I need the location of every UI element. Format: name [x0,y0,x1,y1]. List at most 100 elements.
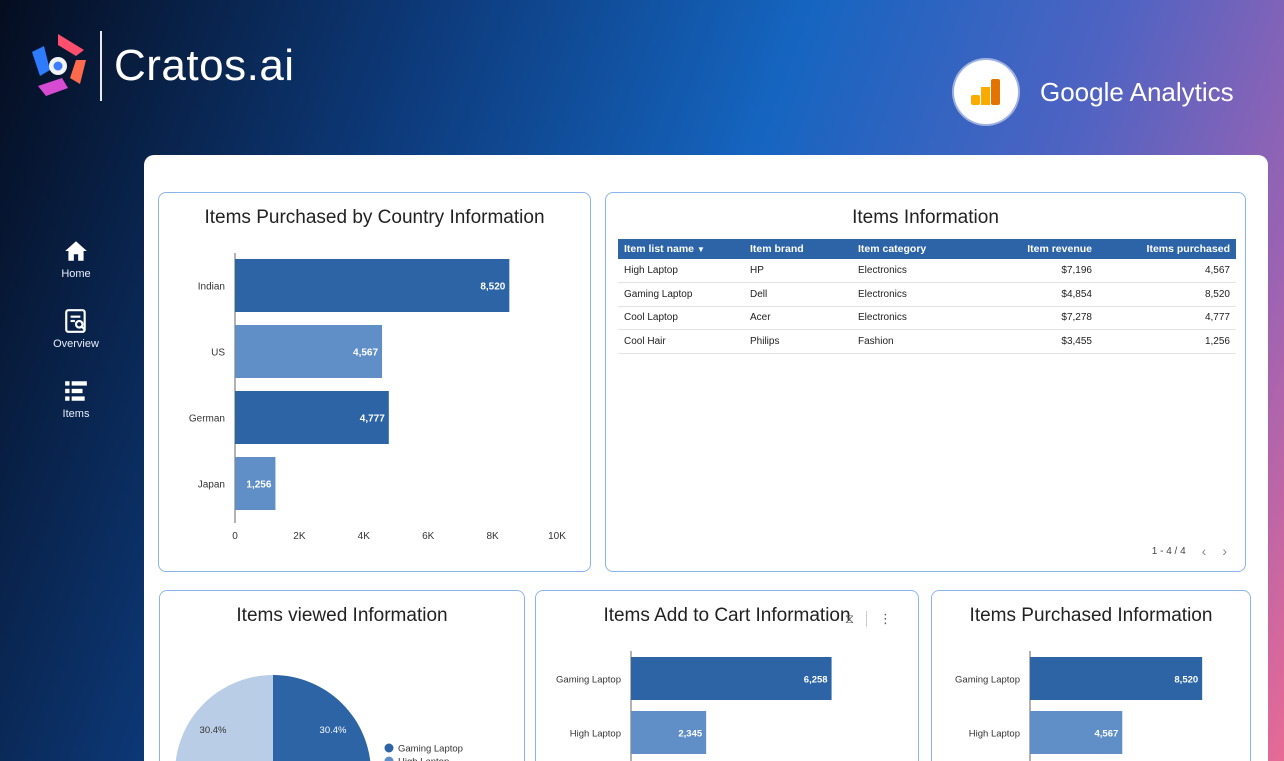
previous-page-icon[interactable]: ‹ [1201,543,1207,559]
country-chart-card: Items Purchased by Country Information I… [158,192,591,572]
cell-item-category: Electronics [852,259,972,283]
logo-divider [100,31,102,101]
bar-value-label: 6,258 [804,675,828,686]
legend-swatch [384,756,394,761]
cell-item-brand: Acer [744,306,852,330]
bar-value-label: 4,567 [353,348,378,359]
sidebar: Home Overview Items [40,238,112,448]
x-tick-label: 0 [232,531,238,542]
legend-label: High Laptop [398,757,449,761]
home-icon [65,241,87,261]
bar[interactable] [235,391,389,444]
integration-badge: Google Analytics [954,60,1234,124]
cell-item-category: Electronics [852,306,972,330]
sort-desc-icon: ▼ [696,245,705,254]
bar[interactable] [631,711,707,754]
category-label: Japan [198,480,225,491]
sidebar-item-label: Home [61,268,91,280]
cell-item-brand: HP [744,259,852,283]
column-header-item-category[interactable]: Item category [852,239,972,259]
table-row: Cool Laptop Acer Electronics $7,278 4,77… [618,306,1236,330]
column-header-item-list-name[interactable]: Item list name ▼ [618,239,744,259]
legend-label: Gaming Laptop [398,744,463,755]
table-row: Cool Hair Philips Fashion $3,455 1,256 [618,329,1236,354]
card-title: Items Purchased Information [969,605,1213,626]
integration-name: Google Analytics [1040,76,1234,107]
x-tick-label: 8K [486,531,499,542]
card-title: Items viewed Information [236,605,448,626]
cart-bar-chart: Gaming Laptop 6,258 High Laptop 2,345 [556,651,832,761]
cell-item-category: Fashion [852,329,972,354]
viewed-chart-card: Items viewed Information 30.4% 30.4% Gamin… [159,590,525,761]
bar[interactable] [1030,711,1123,754]
country-bar-chart: Indian 8,520 US 4,567 German 4,777 Japan 1,256 0… [189,253,566,542]
brand-name: Cratos.ai [114,41,295,90]
cell-items-purchased: 8,520 [1098,282,1236,307]
category-label: German [189,414,225,425]
card-header-actions: ⧖ ⋮ [845,611,892,627]
bar-value-label: 8,520 [480,282,505,293]
cell-item-revenue: $3,455 [972,329,1098,354]
brand-logo: Cratos.ai [24,30,295,102]
cell-items-purchased: 1,256 [1098,329,1236,354]
report-search-icon [65,309,86,333]
category-label: High Laptop [570,729,621,740]
column-header-label: Item list name [624,243,695,255]
bar[interactable] [235,457,276,510]
bar[interactable] [631,657,832,700]
slice-label: 30.4% [200,725,227,736]
cell-item-revenue: $7,278 [972,306,1098,330]
column-header-item-brand[interactable]: Item brand [744,239,852,259]
x-tick-label: 4K [358,531,371,542]
column-header-item-revenue[interactable]: Item revenue [972,239,1098,259]
legend-swatch [384,743,394,753]
sidebar-item-overview[interactable]: Overview [40,308,112,350]
table-row: High Laptop HP Electronics $7,196 4,567 [618,259,1236,283]
category-label: High Laptop [969,729,1020,740]
bar[interactable] [235,259,510,312]
cart-chart-card: Items Add to Cart Information ⧖ ⋮ Gaming… [535,590,919,761]
cell-item-list-name: High Laptop [618,259,744,283]
x-tick-label: 10K [548,531,566,542]
purchased-chart-card: Items Purchased Information Gaming Lapto… [931,590,1251,761]
cell-item-brand: Dell [744,282,852,307]
category-label: US [211,348,225,359]
sidebar-item-label: Overview [53,338,99,350]
more-options-icon[interactable]: ⋮ [879,611,892,626]
google-analytics-icon [954,60,1018,124]
cell-item-list-name: Gaming Laptop [618,282,744,307]
card-title: Items Purchased by Country Information [204,207,545,228]
cratos-logo-icon [32,34,86,96]
divider [866,611,867,627]
cell-item-revenue: $4,854 [972,282,1098,307]
pagination-label: 1 - 4 / 4 [1151,545,1186,557]
bar-value-label: 4,567 [1095,729,1119,740]
list-icon [65,381,87,401]
category-label: Gaming Laptop [955,675,1020,686]
pagination: 1 - 4 / 4 ‹ › [1152,543,1227,559]
cell-item-brand: Philips [744,329,852,354]
bar[interactable] [1030,657,1203,700]
x-tick-label: 2K [293,531,306,542]
filter-icon[interactable]: ⧖ [844,611,854,626]
column-header-items-purchased[interactable]: Items purchased [1098,239,1236,259]
sidebar-item-label: Items [62,408,90,420]
sidebar-item-home[interactable]: Home [40,238,112,280]
card-title: Items Add to Cart Information [603,605,851,626]
purchased-bar-chart: Gaming Laptop 8,520 High Laptop 4,567 [955,651,1203,761]
bar[interactable] [235,325,383,378]
bar-value-label: 8,520 [1174,675,1198,686]
pie-slice[interactable] [273,675,371,761]
category-label: Gaming Laptop [556,675,621,686]
slice-label: 30.4% [320,725,347,736]
sidebar-item-items[interactable]: Items [40,378,112,420]
table-row: Gaming Laptop Dell Electronics $4,854 8,… [618,282,1236,307]
cell-items-purchased: 4,777 [1098,306,1236,330]
category-label: Indian [198,282,225,293]
next-page-icon[interactable]: › [1222,543,1227,559]
cell-items-purchased: 4,567 [1098,259,1236,283]
x-tick-label: 6K [422,531,435,542]
cell-item-list-name: Cool Hair [618,329,744,354]
cell-item-category: Electronics [852,282,972,307]
pie-slice[interactable] [175,675,273,761]
